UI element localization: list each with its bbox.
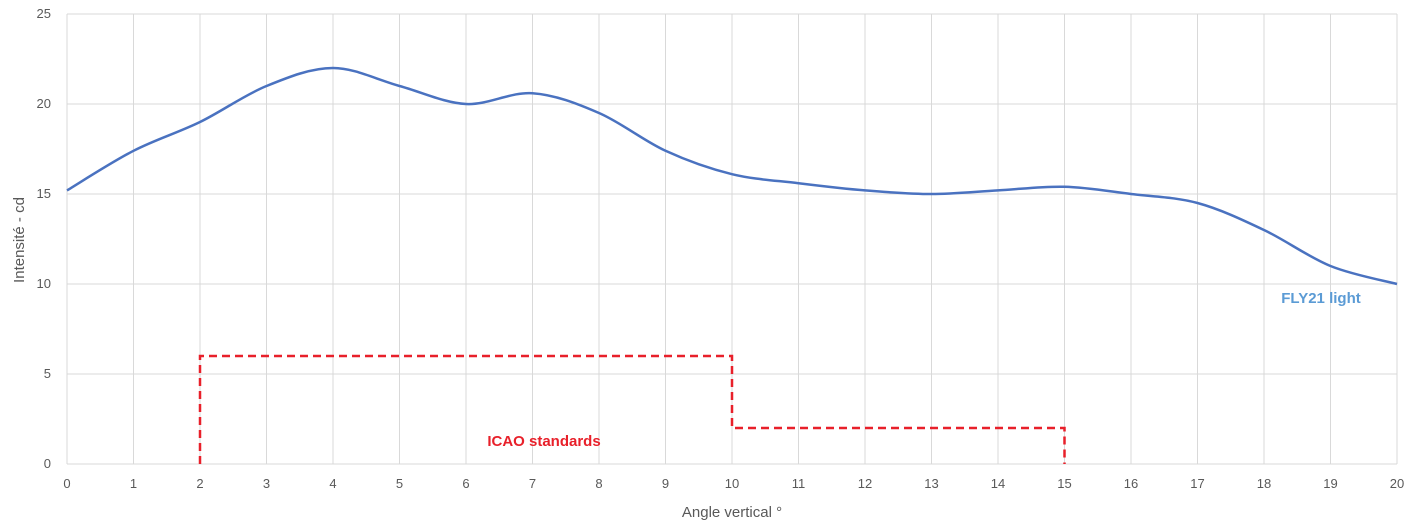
y-axis-title: Intensité - cd xyxy=(11,197,28,283)
x-tick-label: 5 xyxy=(396,476,403,491)
y-tick-label: 0 xyxy=(44,456,51,471)
fly21-light-label: FLY21 light xyxy=(1281,290,1360,307)
x-tick-label: 14 xyxy=(991,476,1005,491)
x-axis-title: Angle vertical ° xyxy=(682,504,782,521)
x-tick-label: 2 xyxy=(196,476,203,491)
y-tick-label: 15 xyxy=(37,186,51,201)
y-tick-label: 10 xyxy=(37,276,51,291)
x-tick-label: 16 xyxy=(1124,476,1138,491)
x-tick-label: 17 xyxy=(1190,476,1204,491)
x-tick-label: 15 xyxy=(1057,476,1071,491)
y-tick-label: 20 xyxy=(37,96,51,111)
y-tick-label: 5 xyxy=(44,366,51,381)
x-tick-label: 7 xyxy=(529,476,536,491)
x-tick-label: 8 xyxy=(595,476,602,491)
x-tick-label: 4 xyxy=(329,476,336,491)
grid xyxy=(66,13,1398,465)
x-tick-label: 10 xyxy=(725,476,739,491)
x-tick-label: 11 xyxy=(792,476,806,491)
series-icao-standards xyxy=(198,354,1066,464)
x-tick-label: 20 xyxy=(1390,476,1404,491)
x-tick-label: 19 xyxy=(1323,476,1337,491)
x-tick-label: 0 xyxy=(63,476,70,491)
x-tick-label: 3 xyxy=(263,476,270,491)
x-tick-labels: 0 1 2 3 4 5 6 7 8 9 10 11 12 13 14 15 16 17 18 19 20 xyxy=(63,476,1404,491)
x-tick-label: 9 xyxy=(662,476,669,491)
series-layer xyxy=(66,66,1398,464)
x-tick-label: 18 xyxy=(1257,476,1271,491)
x-tick-label: 6 xyxy=(462,476,469,491)
series-fly21-light xyxy=(66,66,1398,286)
icao-standards-label: ICAO standards xyxy=(487,433,600,450)
x-tick-label: 13 xyxy=(924,476,938,491)
x-tick-label: 1 xyxy=(130,476,137,491)
y-tick-label: 25 xyxy=(37,6,51,21)
x-tick-label: 12 xyxy=(858,476,872,491)
y-tick-labels: 0 5 10 15 20 25 xyxy=(37,6,51,471)
